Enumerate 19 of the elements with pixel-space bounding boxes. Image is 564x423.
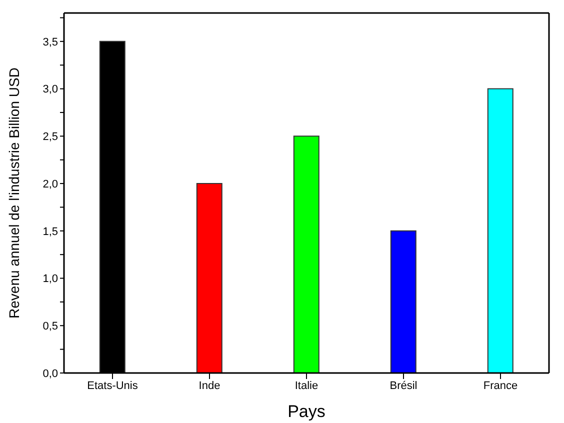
y-tick-label: 0,0 [42, 368, 58, 380]
y-tick-label: 2,5 [42, 131, 58, 144]
bar [196, 183, 222, 373]
bar [390, 230, 416, 373]
y-axis-title: Revenu annuel de l'industrie Billion USD [6, 68, 22, 318]
x-axis-title: Pays [288, 402, 326, 421]
x-tick-label: Brésil [390, 380, 418, 392]
y-tick-label: 2,0 [42, 178, 58, 190]
x-tick-label: Etats-Unis [87, 380, 138, 392]
y-tick-label: 3,5 [42, 36, 58, 48]
x-tick-label: Inde [198, 380, 220, 392]
y-tick-label: 3,0 [42, 84, 58, 96]
bar [293, 136, 320, 373]
x-tick-label: France [483, 380, 518, 392]
bar [487, 88, 514, 373]
y-tick-label: 1,0 [42, 273, 58, 286]
y-tick-label: 1,5 [42, 226, 58, 238]
x-tick-label: Italie [294, 380, 318, 392]
y-tick-label: 0,5 [42, 320, 58, 333]
